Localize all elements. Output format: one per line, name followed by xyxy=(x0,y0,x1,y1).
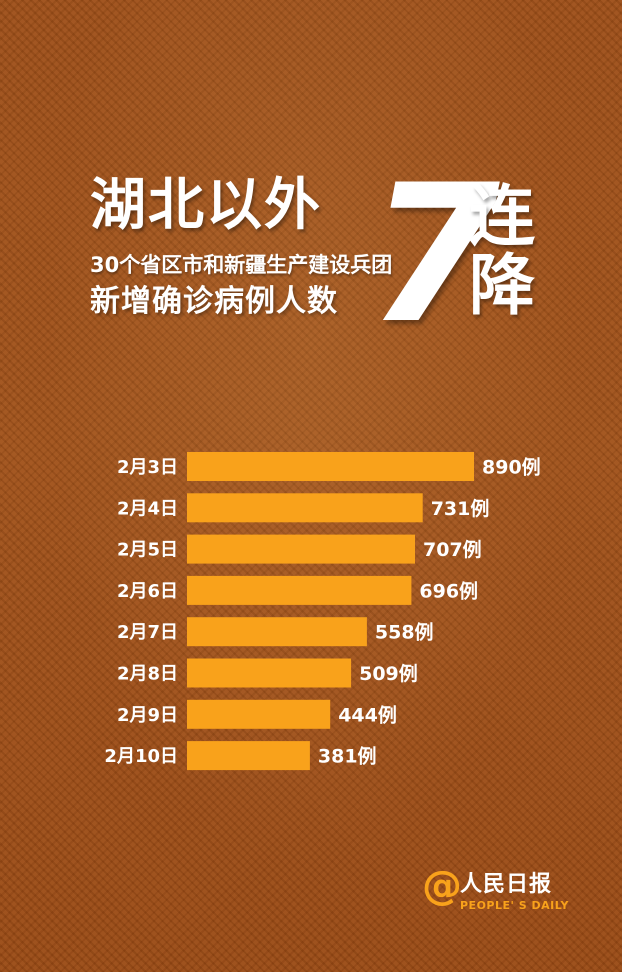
bar xyxy=(187,534,415,564)
bar xyxy=(187,699,331,729)
title-subtitle-metric: 新增确诊病例人数 xyxy=(90,284,338,319)
value-label: 558例 xyxy=(375,621,434,644)
category-label: 2月7日 xyxy=(117,622,178,643)
logo-chinese-name: 人民日报 xyxy=(460,872,553,897)
value-label: 509例 xyxy=(359,662,418,685)
category-label: 2月10日 xyxy=(104,746,178,767)
value-label: 731例 xyxy=(431,497,490,520)
value-label: 707例 xyxy=(423,538,482,561)
bar xyxy=(187,658,352,688)
logo-english-name: PEOPLE' S DAILY xyxy=(460,899,569,912)
category-label: 2月3日 xyxy=(117,457,178,478)
category-label: 2月5日 xyxy=(117,540,178,561)
title-subtitle-region: 30个省区市和新疆生产建设兵团 xyxy=(90,253,393,277)
bar xyxy=(187,617,367,647)
peoples-daily-logo: @ 人民日报 PEOPLE' S DAILY xyxy=(422,863,602,916)
category-label: 2月4日 xyxy=(117,498,178,519)
category-label: 2月6日 xyxy=(117,581,178,602)
value-label: 890例 xyxy=(482,456,541,479)
value-label: 696例 xyxy=(419,579,478,602)
category-label: 2月9日 xyxy=(117,705,178,726)
value-label: 381例 xyxy=(318,745,377,768)
big-number-seven: 7 xyxy=(368,144,501,365)
category-label: 2月8日 xyxy=(117,664,178,685)
vertical-char-jiang: 降 xyxy=(469,247,535,325)
vertical-char-lian: 连 xyxy=(469,178,535,255)
title-main: 湖北以外 xyxy=(90,173,322,238)
bar xyxy=(187,493,423,523)
logo-at-icon: @ xyxy=(422,863,462,909)
bar xyxy=(187,575,412,605)
bar xyxy=(187,741,310,771)
vertical-headline: 连 降 xyxy=(466,182,538,321)
bar xyxy=(187,452,474,481)
value-label: 444例 xyxy=(338,703,397,726)
